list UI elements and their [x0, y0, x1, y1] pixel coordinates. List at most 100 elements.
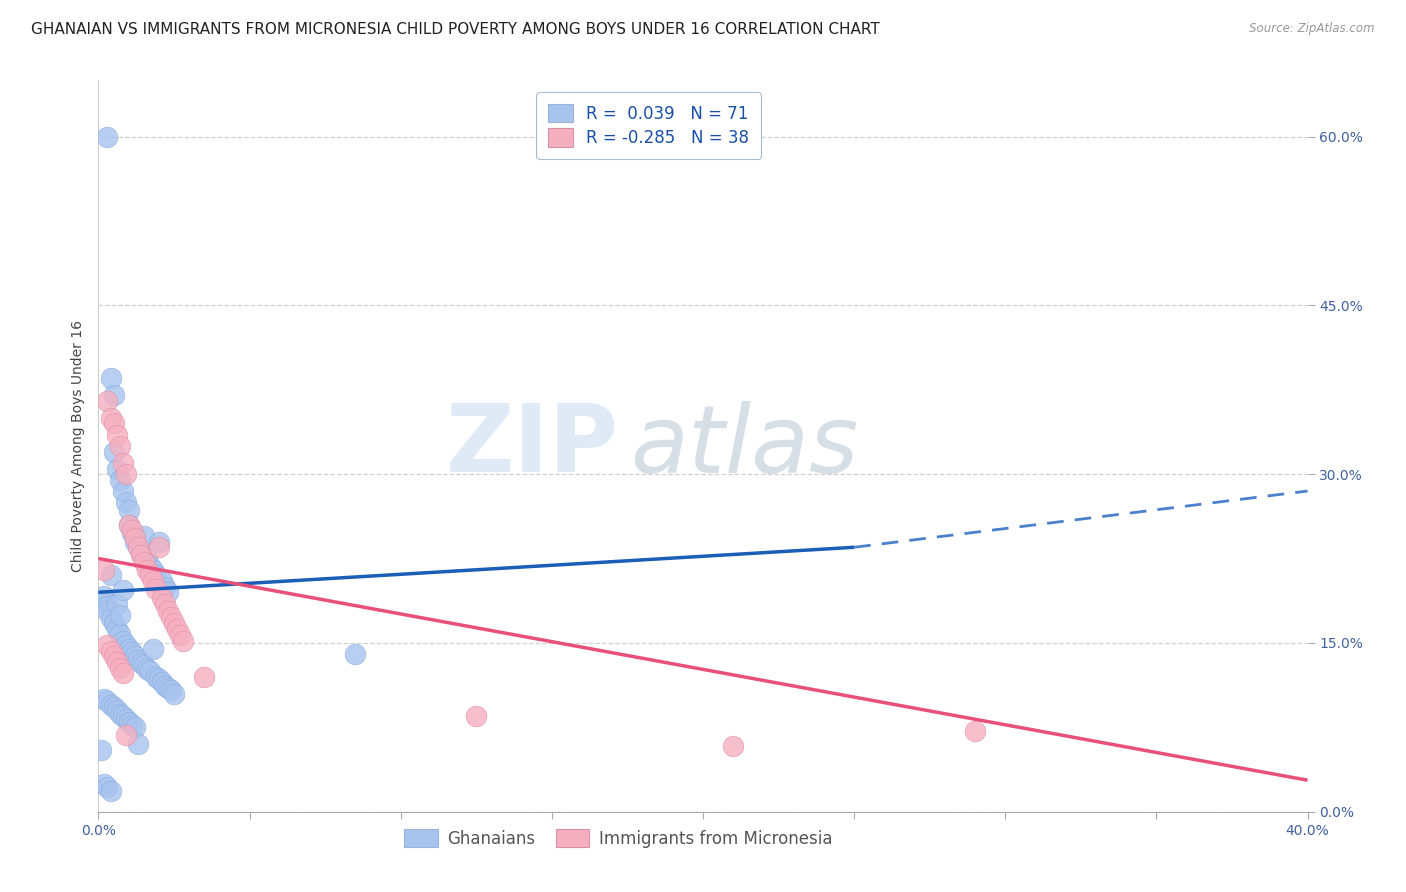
Text: Source: ZipAtlas.com: Source: ZipAtlas.com — [1250, 22, 1375, 36]
Point — [153, 679, 176, 693]
Text: ZIP: ZIP — [446, 400, 619, 492]
Point — [105, 623, 128, 637]
Point — [118, 517, 141, 532]
Point — [105, 427, 128, 442]
Point — [135, 563, 157, 577]
Point — [96, 129, 118, 144]
Point — [108, 627, 131, 641]
Point — [118, 714, 141, 729]
Point — [96, 599, 118, 613]
Point — [96, 604, 118, 618]
Point — [93, 593, 115, 607]
Point — [153, 597, 176, 611]
Point — [150, 591, 173, 605]
Point — [90, 743, 112, 757]
Point — [148, 534, 170, 549]
Point — [153, 580, 176, 594]
Point — [100, 784, 122, 798]
Point — [124, 534, 146, 549]
Point — [142, 641, 165, 656]
Point — [111, 666, 134, 681]
Point — [124, 531, 146, 545]
Point — [139, 559, 162, 574]
Point — [150, 675, 173, 690]
Point — [169, 628, 191, 642]
Point — [148, 672, 170, 686]
Point — [465, 709, 488, 723]
Point — [93, 776, 115, 790]
Point — [132, 529, 155, 543]
Point — [132, 555, 155, 569]
Point — [127, 541, 149, 555]
Point — [124, 649, 146, 664]
Point — [172, 633, 194, 648]
Point — [108, 607, 131, 622]
Point — [139, 568, 162, 582]
Point — [108, 473, 131, 487]
Point — [93, 692, 115, 706]
Point — [121, 718, 143, 732]
Point — [103, 417, 125, 431]
Point — [105, 597, 128, 611]
Point — [103, 700, 125, 714]
Point — [108, 661, 131, 675]
Point — [965, 723, 987, 738]
Point — [139, 664, 162, 678]
Point — [145, 670, 167, 684]
Point — [127, 737, 149, 751]
Point — [111, 633, 134, 648]
Point — [100, 410, 122, 425]
Point — [142, 563, 165, 577]
Point — [103, 444, 125, 458]
Point — [114, 713, 136, 727]
Point — [127, 653, 149, 667]
Point — [111, 582, 134, 597]
Point — [100, 698, 122, 712]
Point — [160, 610, 183, 624]
Point — [124, 720, 146, 734]
Point — [132, 658, 155, 673]
Point — [121, 524, 143, 538]
Point — [96, 780, 118, 794]
Legend: Ghanaians, Immigrants from Micronesia: Ghanaians, Immigrants from Micronesia — [396, 821, 841, 856]
Point — [93, 589, 115, 603]
Point — [135, 662, 157, 676]
Point — [100, 371, 122, 385]
Point — [118, 641, 141, 656]
Point — [166, 623, 188, 637]
Text: atlas: atlas — [630, 401, 859, 491]
Point — [100, 611, 122, 625]
Point — [156, 681, 179, 695]
Point — [129, 546, 152, 560]
Point — [163, 687, 186, 701]
Point — [96, 638, 118, 652]
Point — [150, 574, 173, 588]
Point — [111, 709, 134, 723]
Point — [148, 541, 170, 555]
Point — [100, 644, 122, 658]
Y-axis label: Child Poverty Among Boys Under 16: Child Poverty Among Boys Under 16 — [70, 320, 84, 572]
Point — [142, 574, 165, 588]
Point — [344, 647, 367, 661]
Point — [114, 728, 136, 742]
Point — [114, 467, 136, 482]
Point — [129, 548, 152, 562]
Point — [193, 670, 215, 684]
Point — [108, 706, 131, 721]
Point — [108, 439, 131, 453]
Point — [105, 655, 128, 669]
Point — [127, 541, 149, 555]
Point — [114, 495, 136, 509]
Point — [145, 568, 167, 582]
Text: GHANAIAN VS IMMIGRANTS FROM MICRONESIA CHILD POVERTY AMONG BOYS UNDER 16 CORRELA: GHANAIAN VS IMMIGRANTS FROM MICRONESIA C… — [31, 22, 880, 37]
Point — [93, 563, 115, 577]
Point — [103, 615, 125, 630]
Point — [156, 585, 179, 599]
Point — [103, 649, 125, 664]
Point — [105, 703, 128, 717]
Point — [124, 529, 146, 543]
Point — [118, 517, 141, 532]
Point — [145, 582, 167, 596]
Point — [111, 483, 134, 498]
Point — [100, 568, 122, 582]
